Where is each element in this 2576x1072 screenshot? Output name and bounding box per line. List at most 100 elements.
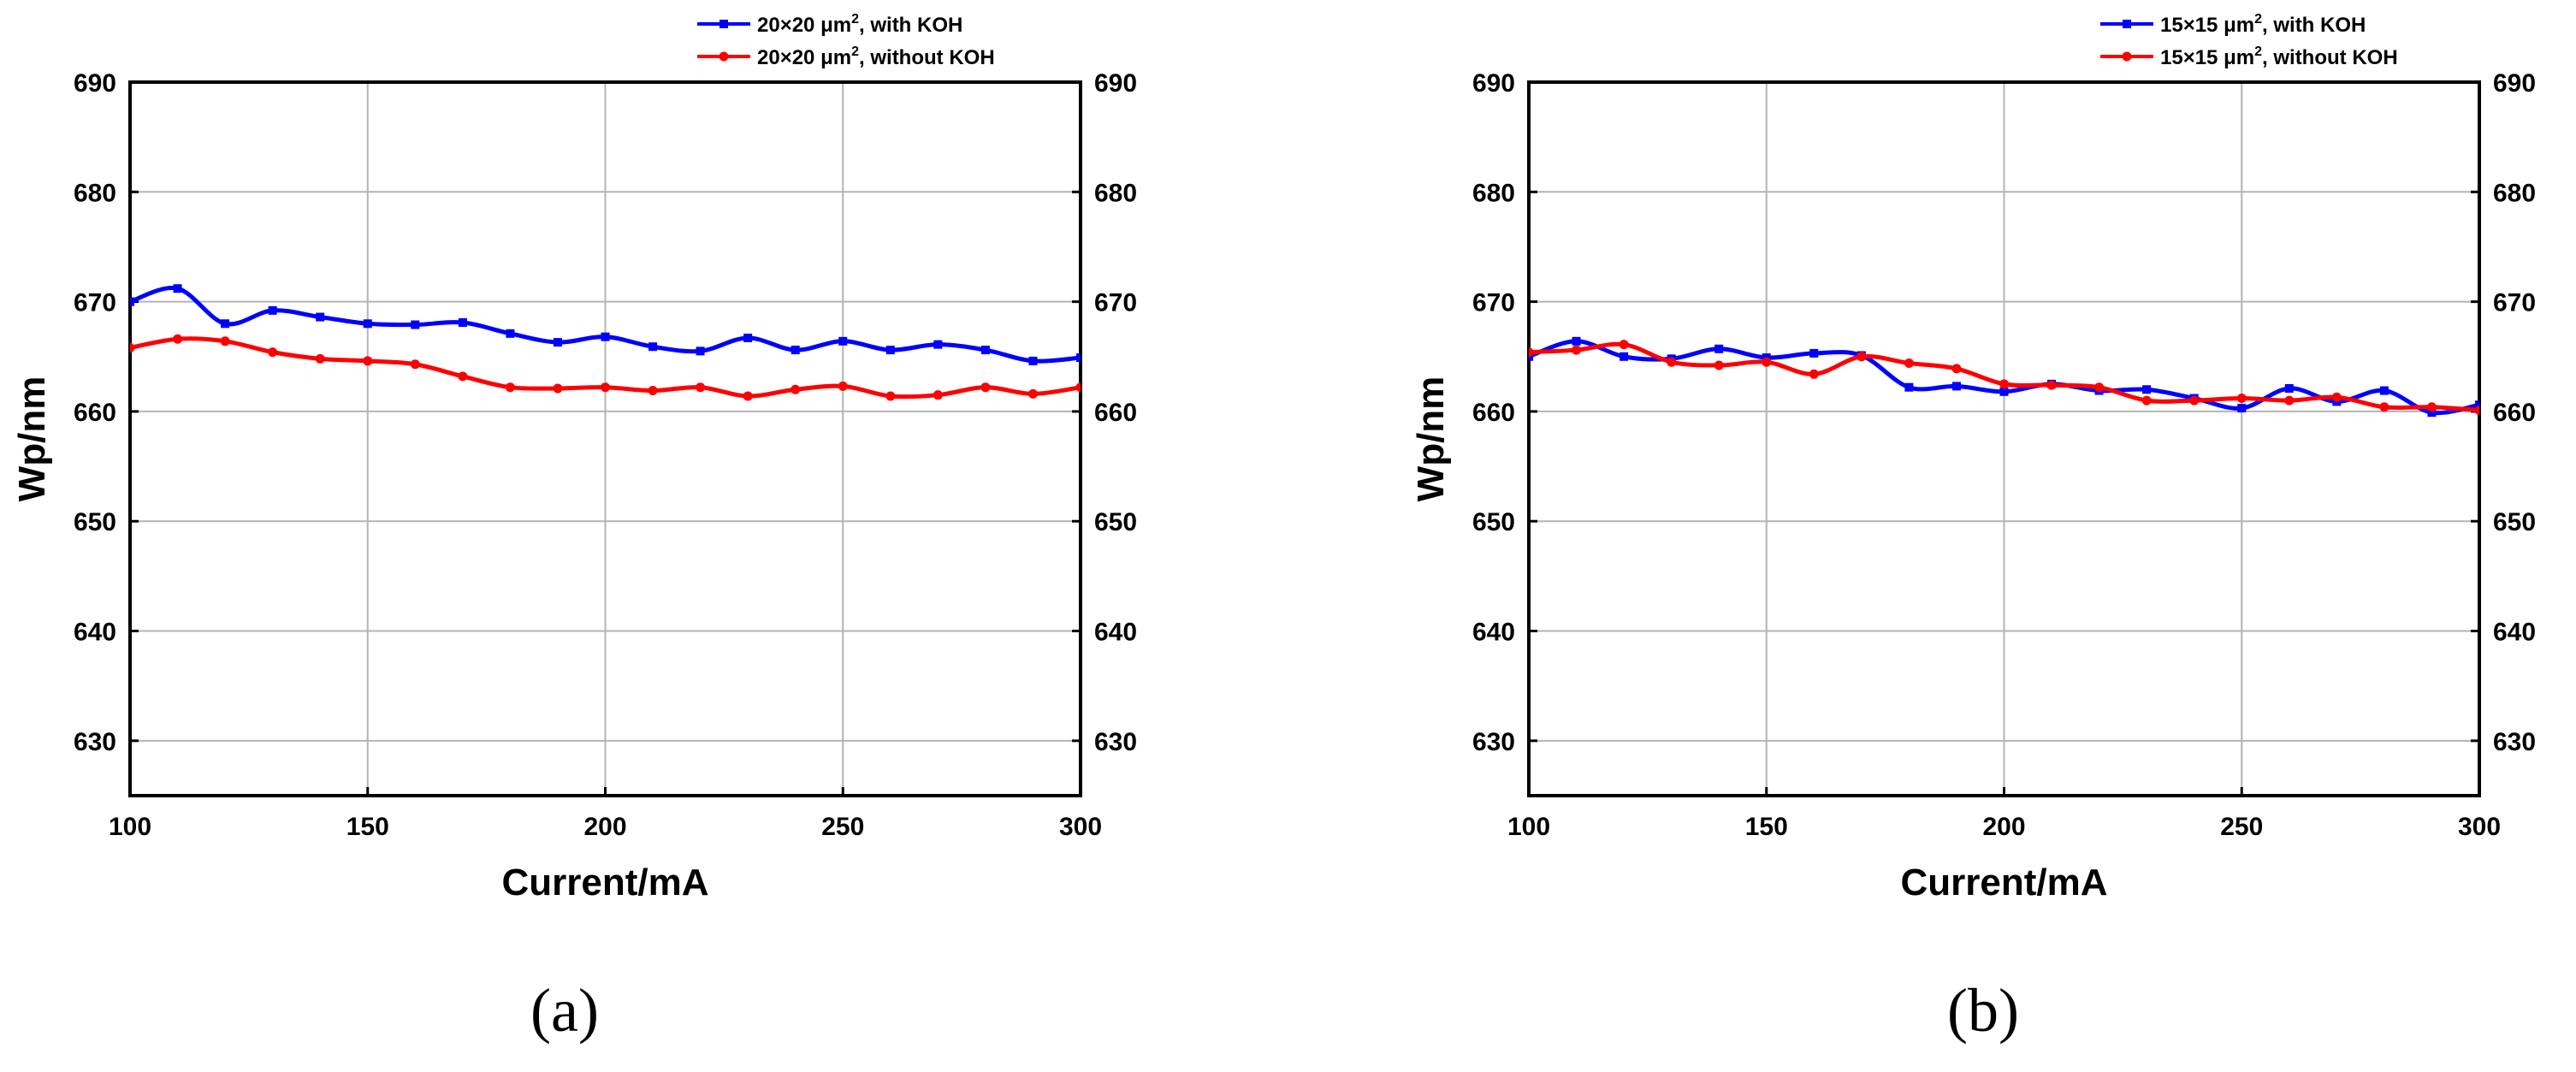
y-tick-label-right: 640: [1094, 619, 1137, 647]
data-point-square: [648, 342, 658, 352]
legend-label: 15×15 μm2, with KOH: [2160, 12, 2366, 37]
data-point-circle: [2379, 402, 2389, 412]
x-tick-label: 100: [109, 813, 151, 841]
data-point-circle: [1529, 347, 1534, 358]
x-tick-label: 300: [1059, 813, 1102, 841]
panel-label-a: (a): [530, 976, 599, 1045]
y-tick-label-left: 670: [1472, 289, 1515, 317]
y-tick-label-left: 630: [74, 728, 116, 756]
data-point-square: [2475, 400, 2479, 410]
y-tick-label-right: 690: [1094, 69, 1137, 98]
data-point-circle: [1999, 379, 2009, 389]
legend-label: 15×15 μm2, without KOH: [2160, 44, 2398, 69]
data-point-square: [363, 319, 372, 329]
data-point-circle: [1904, 358, 1914, 368]
y-axis-title: Wp/nm: [11, 376, 53, 502]
data-point-square: [885, 346, 895, 355]
data-point-circle: [2426, 402, 2437, 412]
data-point-square: [553, 338, 562, 347]
data-point-circle: [1027, 388, 1038, 399]
data-point-square: [1951, 382, 1961, 391]
data-point-square: [2427, 408, 2437, 418]
legend-marker-square: [720, 20, 728, 28]
data-point-circle: [2236, 394, 2247, 404]
data-point-square: [458, 317, 467, 327]
legend-item-1: 20×20 μm2, with KOH: [697, 12, 962, 37]
chart-b-svg: 100 150 200 250 300 630 630 640 640 650 650 660 660 6…: [1410, 12, 2536, 903]
data-point-circle: [2284, 395, 2295, 406]
y-tick-label-right: 640: [2493, 619, 2536, 647]
data-point-circle: [885, 391, 896, 401]
data-point-circle: [1667, 357, 1677, 367]
data-point-square: [791, 346, 800, 355]
y-tick-label-right: 660: [1094, 399, 1137, 427]
y-tick-label-right: 670: [1094, 289, 1137, 317]
y-tick-label-left: 650: [74, 508, 116, 536]
data-point-square: [1620, 352, 1629, 361]
chart-panel-a: 100 150 200 250 300 630 630 640 640 650 650 660 660 6…: [0, 0, 1283, 1072]
data-point-circle: [1856, 352, 1867, 362]
y-tick-label-left: 640: [74, 619, 116, 647]
y-tick-label-right: 680: [2493, 179, 2536, 207]
data-point-square: [743, 333, 753, 342]
data-point-square: [601, 332, 610, 341]
data-point-circle: [1619, 340, 1629, 350]
data-point-circle: [601, 382, 610, 393]
data-point-square: [411, 320, 420, 329]
x-tick-label: 250: [2220, 813, 2263, 841]
data-point-square: [2142, 385, 2152, 394]
legend-marker-square: [2123, 20, 2131, 28]
data-point-square: [696, 346, 705, 356]
data-point-circle: [173, 334, 183, 344]
data-point-square: [1809, 348, 1819, 358]
series-1: [130, 284, 1081, 365]
legend-item-2: 15×15 μm2, without KOH: [2100, 44, 2398, 69]
data-point-square: [1028, 356, 1038, 365]
data-point-circle: [315, 353, 325, 364]
data-point-square: [2379, 386, 2389, 395]
y-tick-label-left: 660: [74, 399, 116, 427]
data-point-square: [1076, 353, 1081, 363]
x-tick-label: 150: [346, 813, 389, 841]
y-tick-label-left: 690: [74, 69, 116, 98]
data-point-circle: [458, 371, 468, 382]
data-point-circle: [268, 347, 278, 358]
data-point-square: [1714, 344, 1724, 353]
data-point-circle: [130, 343, 135, 353]
data-point-square: [980, 346, 990, 355]
gridlines: [1529, 81, 2479, 796]
y-tick-label-left: 680: [74, 179, 116, 207]
y-tick-label-right: 670: [2493, 289, 2536, 317]
y-tick-label-left: 690: [1472, 69, 1515, 98]
y-tick-label-right: 650: [1094, 508, 1137, 536]
gridlines: [130, 81, 1081, 796]
data-point-circle: [743, 391, 753, 401]
y-tick-label-left: 680: [1472, 179, 1515, 207]
legend-marker-circle: [719, 51, 729, 62]
legend-marker-circle: [2122, 51, 2132, 62]
data-point-circle: [2141, 395, 2152, 406]
data-point-circle: [1075, 382, 1081, 393]
data-point-circle: [838, 381, 848, 391]
x-tick-label: 150: [1745, 813, 1788, 841]
y-tick-label-right: 690: [2493, 69, 2536, 98]
data-point-square: [268, 305, 277, 315]
data-point-square: [221, 319, 230, 329]
data-point-circle: [410, 359, 420, 370]
data-point-square: [173, 284, 182, 293]
y-tick-label-right: 630: [1094, 728, 1137, 756]
data-point-circle: [1714, 360, 1724, 370]
legend: 15×15 μm2, with KOH 15×15 μm2, without KO…: [2100, 12, 2398, 69]
legend: 20×20 μm2, with KOH 20×20 μm2, without KO…: [697, 12, 995, 69]
data-point-square: [838, 336, 848, 346]
data-point-circle: [2094, 382, 2105, 393]
y-tick-label-right: 630: [2493, 728, 2536, 756]
panel-label-b: (b): [1947, 976, 2019, 1045]
data-point-circle: [933, 390, 943, 400]
data-point-circle: [980, 382, 991, 393]
data-point-square: [1572, 336, 1581, 346]
data-point-circle: [553, 383, 563, 394]
x-tick-label: 250: [821, 813, 864, 841]
data-point-square: [1529, 352, 1533, 361]
x-axis-title: Current/mA: [1900, 862, 2107, 903]
